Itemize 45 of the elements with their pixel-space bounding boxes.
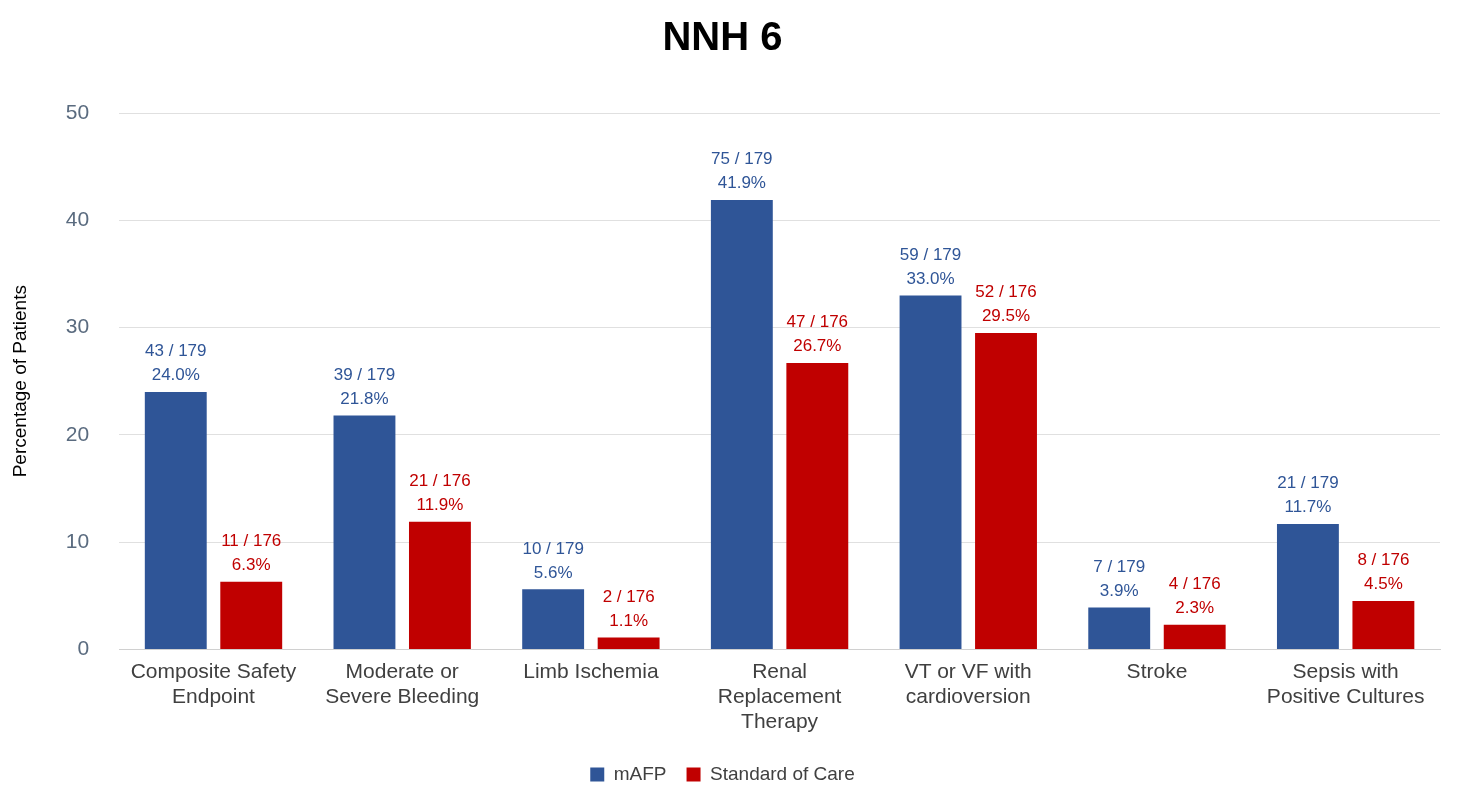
x-tick-label: Sepsis with Positive Cultures	[1266, 658, 1425, 707]
bar	[786, 362, 849, 649]
legend-label: mAFP	[613, 762, 667, 784]
bar	[899, 295, 962, 649]
bar	[1352, 601, 1415, 649]
x-tick-label: Renal Replacement Therapy	[717, 658, 842, 733]
bar	[975, 332, 1037, 649]
x-tick-label: VT or VF with cardioversion	[904, 658, 1032, 707]
bar	[144, 391, 207, 649]
bar	[522, 589, 585, 649]
bar	[1163, 624, 1226, 649]
data-label: 21 / 176 11.9%	[409, 470, 471, 514]
data-label: 52 / 176 29.5%	[975, 282, 1037, 326]
chart-title: NNH 6	[662, 14, 783, 59]
bar	[597, 637, 660, 649]
y-tick-label: 0	[77, 636, 90, 660]
bar	[220, 581, 283, 649]
data-label: 75 / 179 41.9%	[711, 149, 773, 193]
legend-label: Standard of Care	[710, 762, 855, 784]
y-tick-label: 30	[65, 314, 90, 338]
x-tick-label: Stroke	[1126, 658, 1188, 682]
y-tick-label: 10	[65, 528, 90, 552]
bar	[408, 521, 471, 649]
bar	[333, 415, 396, 649]
data-label: 7 / 179 3.9%	[1093, 556, 1146, 600]
x-tick-label: Composite Safety Endpoint	[130, 658, 297, 707]
y-tick-label: 20	[65, 421, 90, 445]
data-label: 8 / 176 4.5%	[1357, 550, 1410, 594]
data-label: 21 / 179 11.7%	[1277, 473, 1339, 517]
bar	[1276, 523, 1339, 649]
x-tick-label: Moderate or Severe Bleeding	[325, 658, 480, 707]
data-label: 47 / 176 26.7%	[786, 312, 849, 356]
data-label: 10 / 179 5.6%	[522, 538, 584, 582]
y-tick-label: 40	[65, 207, 90, 231]
x-tick-label: Limb Ischemia	[523, 658, 659, 682]
bar	[1088, 607, 1151, 649]
data-label: 2 / 176 1.1%	[602, 586, 655, 630]
bar	[710, 199, 773, 649]
data-label: 39 / 179 21.8%	[333, 364, 396, 408]
data-label: 11 / 176 6.3%	[221, 531, 282, 574]
data-label: 59 / 179 33.0%	[899, 244, 962, 288]
data-label: 43 / 179 24.0%	[145, 341, 207, 385]
y-axis-title: Percentage of Patients	[8, 285, 30, 478]
data-label: 4 / 176 2.3%	[1168, 573, 1221, 617]
y-tick-label: 50	[65, 99, 90, 123]
